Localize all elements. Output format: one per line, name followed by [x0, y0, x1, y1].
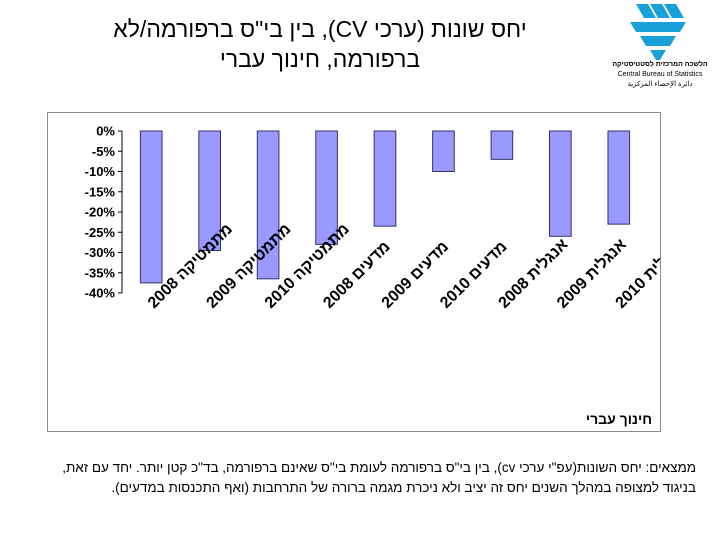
y-tick-label: -25%: [85, 225, 116, 240]
page-title: יחס שונות (ערכי CV), בין בי"ס ברפורמה/לא…: [20, 14, 620, 74]
logo-text-hebrew: הלשכה המרכזית לסטטיסטיקה: [612, 61, 708, 68]
y-tick-label: -10%: [85, 164, 116, 179]
logo-text-english: Central Bureau of Statistics: [617, 71, 703, 78]
y-tick-label: -30%: [85, 245, 116, 260]
corner-label: חינוך עברי: [586, 411, 652, 427]
title-line-2: ברפורמה, חינוך עברי: [219, 46, 421, 72]
bar-2: [198, 130, 221, 251]
y-tick-label: -40%: [85, 286, 116, 301]
cbs-emblem-icon: [630, 4, 686, 60]
bar-1: [139, 130, 163, 284]
title-line-1: יחס שונות (ערכי CV), בין בי"ס ברפורמה/לא: [113, 16, 527, 42]
y-tick-label: -35%: [85, 265, 116, 280]
bar-7: [490, 130, 514, 160]
logo-text-arabic: دائرة الإحصاء المركزية: [627, 81, 693, 88]
bar-8: [549, 130, 572, 237]
y-tick-label: -15%: [85, 184, 116, 199]
bar-9: [607, 130, 631, 225]
bar-6: [432, 130, 455, 172]
bar-5: [373, 130, 397, 227]
bar-4: [315, 130, 338, 245]
y-tick-label: 0%: [96, 124, 115, 139]
bar-3: [256, 130, 280, 280]
cbs-logo: הלשכה המרכזית לסטטיסטיקה Central Bureau …: [612, 4, 708, 96]
y-tick-label: -5%: [92, 144, 116, 159]
y-tick-label: -20%: [85, 205, 116, 220]
findings-text: ממצאים: יחס השונות(עפ"י ערכי cv), בין בי…: [62, 460, 696, 495]
variance-ratio-chart: 0%-5%-10%-15%-20%-25%-30%-35%-40% מתמטיקה…: [85, 124, 660, 428]
chart-frame: 0% -5% -10% -15% -20% -25% -30% -35% -40% מתמטיקה…: [47, 112, 661, 432]
